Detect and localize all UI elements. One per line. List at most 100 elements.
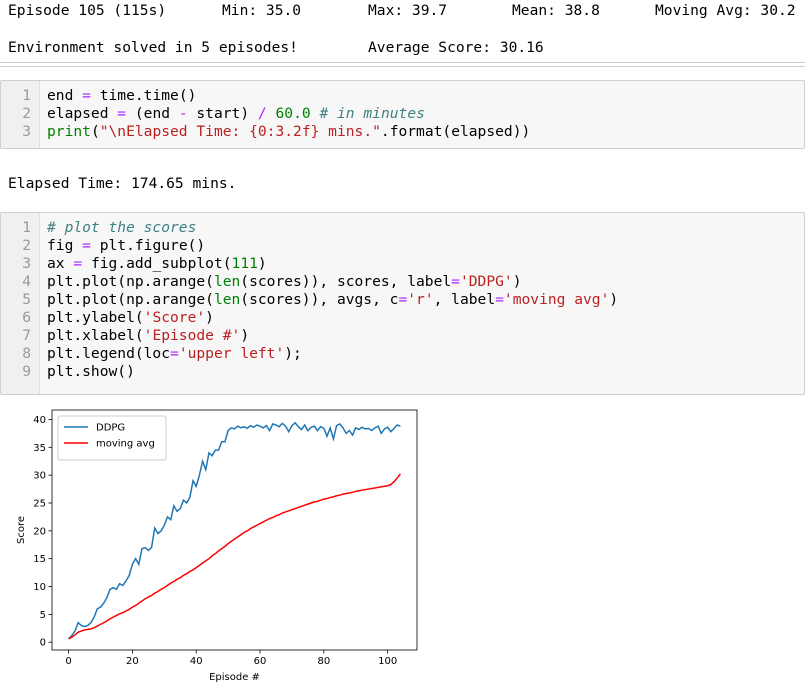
axes-frame: [51, 409, 418, 651]
code-token: fig.add_subplot(: [82, 255, 232, 272]
output-text: Elapsed Time: 174.65 mins.: [8, 175, 237, 192]
line-number: 8: [22, 345, 31, 362]
code-token: [267, 105, 276, 122]
code-token: fig: [47, 237, 83, 254]
output-text: Max: 39.7: [368, 2, 448, 19]
code-token: (scores)), scores, label: [240, 273, 452, 290]
code-line: fig = plt.figure(): [47, 237, 205, 255]
x-tick-label: 0: [65, 656, 71, 667]
code-line: plt.legend(loc='upper left');: [47, 345, 302, 363]
x-tick-label: 60: [254, 656, 267, 667]
code-line: plt.xlabel('Episode #'): [47, 327, 249, 345]
code-token: plt.show(): [47, 363, 135, 380]
y-tick-label: 20: [33, 526, 46, 537]
gutter: [1, 213, 40, 394]
line-number: 7: [22, 327, 31, 344]
code-token: (: [90, 123, 100, 140]
line-number: 3: [22, 255, 31, 272]
series-line: [68, 473, 401, 640]
output-text: Mean: 38.8: [512, 2, 600, 19]
line-number: 9: [22, 363, 31, 380]
code-line: print("\nElapsed Time: {0:3.2f} mins.".f…: [47, 123, 530, 141]
y-tick-label: 5: [40, 610, 46, 621]
line-number: 2: [22, 237, 31, 254]
code-token: 'moving avg': [503, 291, 610, 308]
code-token: =: [82, 237, 91, 254]
legend-label: moving avg: [96, 439, 155, 450]
code-token: 111: [231, 255, 258, 272]
code-token: 'upper left': [178, 345, 285, 362]
code-line: # plot the scores: [47, 219, 196, 237]
y-tick-label: 35: [33, 443, 46, 454]
code-token: (end: [126, 105, 179, 122]
code-token: , label: [433, 291, 496, 308]
code-line: plt.plot(np.arange(len(scores)), scores,…: [47, 273, 521, 291]
code-token: (scores)), avgs, c: [240, 291, 399, 308]
code-token: );: [284, 345, 302, 362]
code-token: =: [170, 345, 179, 362]
code-token: plt.xlabel(: [47, 327, 144, 344]
output-separator: [0, 62, 805, 67]
x-tick-label: 40: [190, 656, 203, 667]
code-token: plt.plot(np.arange(: [47, 273, 214, 290]
code-token: # plot the scores: [47, 219, 197, 236]
code-cell[interactable]: 1 # plot the scores 2 fig = plt.figure() 3 ax…: [0, 212, 805, 395]
code-token: time.time(): [90, 87, 197, 104]
code-token: ): [205, 309, 214, 326]
code-token: 'DDPG': [459, 273, 513, 290]
code-token: "\nElapsed Time: {0:3.2f} mins.": [99, 123, 381, 140]
output-text: Average Score: 30.16: [368, 39, 544, 56]
chart: 0 20 40 60 80 100 0 5 10 15 20 25 30 35 40 Episode # Sco…: [16, 409, 418, 683]
x-tick-label: 20: [126, 656, 139, 667]
code-token: =: [495, 291, 504, 308]
y-tick-label: 10: [33, 582, 46, 593]
y-tick-label: 40: [33, 415, 46, 426]
code-line: plt.plot(np.arange(len(scores)), avgs, c…: [47, 291, 618, 309]
code-line: end = time.time(): [47, 87, 196, 105]
code-token: =: [82, 87, 91, 104]
line-number: 6: [22, 309, 31, 326]
output-text: Environment solved in 5 episodes!: [8, 39, 298, 56]
code-token: plt.plot(np.arange(: [47, 291, 214, 308]
code-token: .format(elapsed)): [380, 123, 531, 140]
y-tick-label: 30: [33, 471, 46, 482]
code-token: end: [47, 87, 83, 104]
line-number: 5: [22, 291, 31, 308]
y-tick-label: 25: [33, 498, 46, 509]
code-token: =: [117, 105, 127, 122]
code-token: ): [512, 273, 522, 290]
code-token: =: [73, 255, 83, 272]
code-token: len: [213, 273, 241, 290]
line-number: 2: [22, 105, 31, 122]
y-tick-label: 0: [40, 638, 46, 649]
code-token: 'Score': [143, 309, 206, 326]
x-tick-label: 80: [317, 656, 330, 667]
x-tick-label: 100: [378, 656, 397, 667]
code-token: len: [213, 291, 241, 308]
code-cell[interactable]: 1 end = time.time() 2 elapsed = (end - star…: [0, 80, 805, 149]
code-token: ): [609, 291, 619, 308]
line-number: 4: [22, 273, 31, 290]
line-number: 1: [22, 219, 31, 236]
output-text: Episode 105 (115s): [8, 2, 167, 19]
output-text: Min: 35.0: [222, 2, 302, 19]
code-token: 'Episode #': [143, 327, 241, 344]
code-line: ax = fig.add_subplot(111): [47, 255, 267, 273]
code-token: ): [257, 255, 267, 272]
code-token: 60.0: [275, 105, 311, 122]
code-token: start): [187, 105, 258, 122]
code-token: /: [257, 105, 267, 122]
legend-label: DDPG: [96, 423, 125, 434]
code-token: plt.legend(loc: [47, 345, 171, 362]
code-token: plt.figure(): [90, 237, 206, 254]
y-axis-label: Score: [16, 516, 27, 544]
code-line: plt.ylabel('Score'): [47, 309, 214, 327]
code-token: =: [398, 291, 408, 308]
code-token: plt.ylabel(: [47, 309, 144, 326]
code-token: -: [178, 105, 188, 122]
y-tick-label: 15: [33, 554, 46, 565]
line-number: 3: [22, 123, 31, 140]
x-axis-label: Episode #: [209, 672, 260, 683]
code-token: elapsed: [47, 105, 118, 122]
